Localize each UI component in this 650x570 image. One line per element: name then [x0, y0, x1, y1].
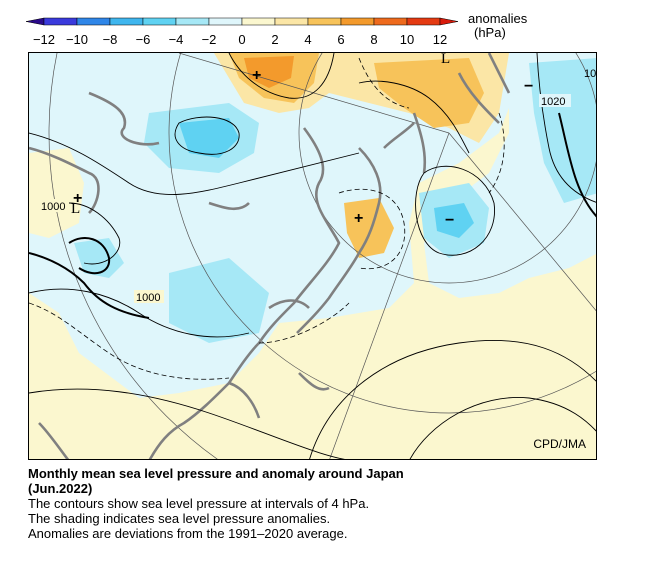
- pressure-contours: [29, 53, 596, 459]
- anomaly-colorbar: −12 −10 −8 −6 −4 −2 0 2 4 6 8 10 12: [25, 17, 459, 47]
- contour-labels: 1000 1000 1020 10: [39, 68, 596, 304]
- pressure-anomaly-map: 1000 1000 1020 10 L L H + + + − − CPD/JM…: [28, 52, 597, 460]
- colorbar-segment: [175, 17, 210, 26]
- contour-label-1000-west: 1000: [41, 201, 65, 213]
- anomaly-area-negative-moderate-3: [169, 258, 269, 343]
- map-canvas: 1000 1000 1020 10 L L H + + + − −: [29, 53, 596, 459]
- colorbar-tick-label: −4: [169, 32, 184, 47]
- legend-unit: (hPa): [474, 25, 506, 40]
- colorbar-segment: [208, 17, 243, 26]
- anomaly-area-positive-northeast: [374, 58, 484, 128]
- figure-caption: Monthly mean sea level pressure and anom…: [28, 466, 628, 541]
- colorbar-segment: [373, 17, 408, 26]
- credit-label: CPD/JMA: [533, 437, 586, 451]
- pressure-contours-bold: [29, 112, 596, 319]
- legend-label: anomalies (hPa): [468, 12, 527, 40]
- colorbar-segment: [76, 17, 111, 26]
- anomaly-area-positive-west: [29, 148, 84, 238]
- caption-title-line1: Monthly mean sea level pressure and anom…: [28, 466, 404, 481]
- colorbar-tick-label: 12: [433, 32, 447, 47]
- colorbar-segment: [406, 17, 441, 26]
- anomaly-area-negative-moderate-5: [74, 238, 124, 278]
- caption-title-line2: (Jun.2022): [28, 481, 93, 496]
- anomaly-area-negative-strong-1: [179, 118, 239, 158]
- legend-title: anomalies: [468, 11, 528, 26]
- colorbar-tick-label: 2: [271, 32, 278, 47]
- colorbar-tick-label: 10: [400, 32, 414, 47]
- contour-label-1020: 1020: [541, 96, 565, 108]
- caption-line-shading: The shading indicates sea level pressure…: [28, 511, 331, 526]
- caption-line-contours: The contours show sea level pressure at …: [28, 496, 370, 511]
- graticule: [48, 53, 596, 459]
- colorbar-segments: [25, 17, 459, 26]
- colorbar-tick-label: −10: [66, 32, 88, 47]
- contour-label-1000-central: 1000: [136, 292, 160, 304]
- colorbar-segment: [43, 17, 78, 26]
- anomaly-area-negative-strong-2: [434, 203, 474, 238]
- anomaly-markers: + + + − −: [73, 67, 533, 229]
- colorbar-segment: [142, 17, 177, 26]
- colorbar-arrow-low: [25, 17, 45, 26]
- anomaly-area-positive-north-strong: [244, 56, 294, 88]
- low-center-marker-north: L: [441, 53, 450, 67]
- positive-anomaly-marker-japan: +: [354, 210, 363, 227]
- colorbar-arrow-high: [439, 17, 459, 26]
- positive-anomaly-marker-north: +: [252, 67, 261, 84]
- colorbar-tick-label: 8: [370, 32, 377, 47]
- zero-anomaly-contours: [29, 57, 505, 380]
- low-center-marker: L: [71, 201, 80, 217]
- colorbar-tick-label: 4: [304, 32, 311, 47]
- colorbar-segment: [241, 17, 276, 26]
- anomaly-area-positive-japan: [344, 198, 394, 258]
- colorbar-segment: [307, 17, 342, 26]
- colorbar-tick-label: −6: [136, 32, 151, 47]
- colorbar-segment: [274, 17, 309, 26]
- negative-anomaly-marker-northeast: −: [524, 78, 533, 95]
- colorbar-segment: [109, 17, 144, 26]
- colorbar-tick-label: −12: [33, 32, 55, 47]
- colorbar-tick-label: −8: [103, 32, 118, 47]
- colorbar-tick-label: 6: [337, 32, 344, 47]
- coastlines: [29, 53, 511, 459]
- caption-line-anomalies: Anomalies are deviations from the 1991–2…: [28, 526, 348, 541]
- colorbar-tick-label: −2: [202, 32, 217, 47]
- negative-anomaly-marker-east: −: [445, 212, 454, 229]
- pressure-centers: L L H: [71, 53, 450, 217]
- colorbar-segment: [340, 17, 375, 26]
- contour-label-edge: 10: [584, 68, 596, 80]
- colorbar-tick-label: 0: [238, 32, 245, 47]
- colorbar-tick-labels: −12 −10 −8 −6 −4 −2 0 2 4 6 8 10 12: [33, 32, 447, 47]
- positive-anomaly-marker-west: +: [73, 190, 82, 207]
